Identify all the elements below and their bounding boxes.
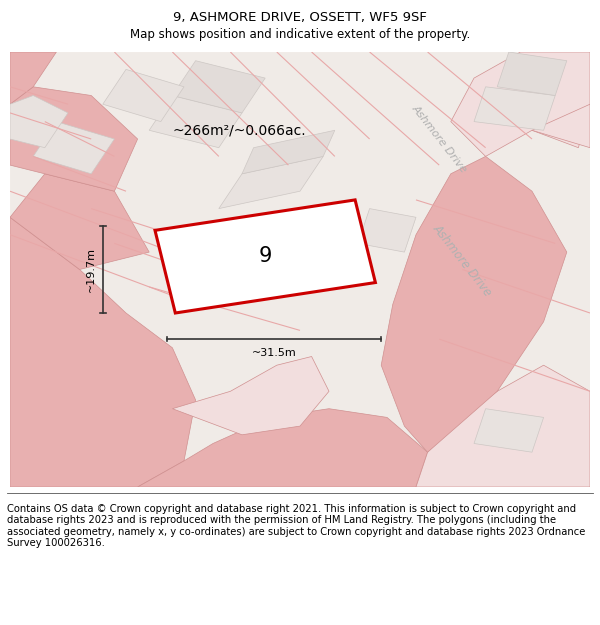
Polygon shape xyxy=(10,52,56,104)
Polygon shape xyxy=(532,104,590,148)
Polygon shape xyxy=(10,217,196,487)
Polygon shape xyxy=(381,156,567,452)
Polygon shape xyxy=(10,96,68,148)
Polygon shape xyxy=(474,87,555,130)
Text: Ashmore Drive: Ashmore Drive xyxy=(430,222,494,299)
Polygon shape xyxy=(219,156,323,209)
Polygon shape xyxy=(451,52,590,156)
Text: Contains OS data © Crown copyright and database right 2021. This information is : Contains OS data © Crown copyright and d… xyxy=(7,504,586,548)
Polygon shape xyxy=(103,69,184,122)
Polygon shape xyxy=(172,61,265,113)
Polygon shape xyxy=(137,409,428,487)
Polygon shape xyxy=(242,130,335,174)
Polygon shape xyxy=(172,356,329,435)
Polygon shape xyxy=(155,200,376,313)
Polygon shape xyxy=(149,96,242,148)
Polygon shape xyxy=(358,209,416,252)
Polygon shape xyxy=(10,87,137,191)
Polygon shape xyxy=(10,52,590,487)
Polygon shape xyxy=(33,122,115,174)
Text: ~19.7m: ~19.7m xyxy=(86,247,96,292)
Polygon shape xyxy=(416,365,590,487)
Text: 9: 9 xyxy=(259,246,272,266)
Text: ~31.5m: ~31.5m xyxy=(251,348,296,358)
Text: Map shows position and indicative extent of the property.: Map shows position and indicative extent… xyxy=(130,28,470,41)
Polygon shape xyxy=(474,409,544,452)
Polygon shape xyxy=(10,174,149,269)
Text: ~266m²/~0.066ac.: ~266m²/~0.066ac. xyxy=(172,123,306,138)
Text: 9, ASHMORE DRIVE, OSSETT, WF5 9SF: 9, ASHMORE DRIVE, OSSETT, WF5 9SF xyxy=(173,11,427,24)
Polygon shape xyxy=(497,52,567,96)
Text: Ashmore Drive: Ashmore Drive xyxy=(410,103,469,175)
